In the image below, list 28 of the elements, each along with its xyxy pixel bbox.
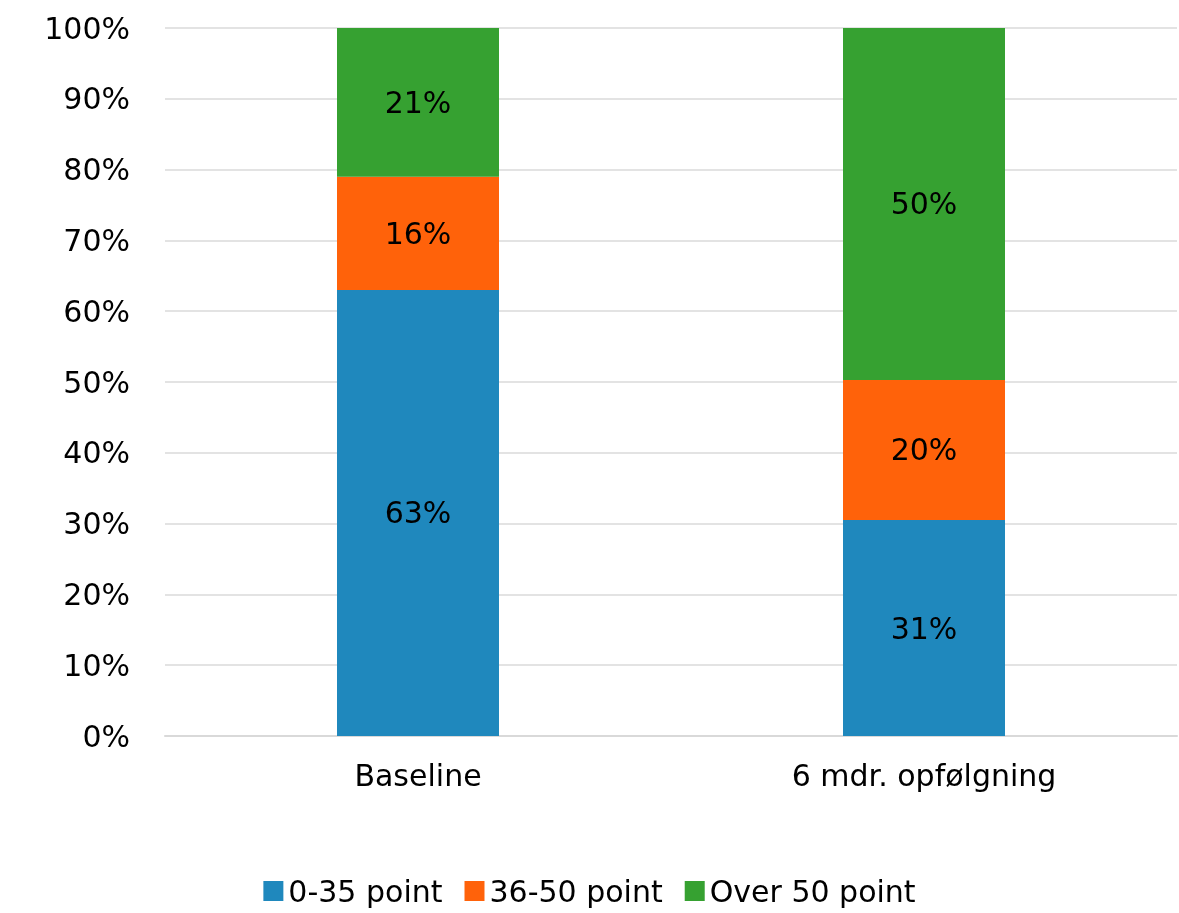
bar xyxy=(337,28,499,177)
bar xyxy=(337,289,499,736)
data-label: 21% xyxy=(384,84,452,120)
y-tick-label: 50% xyxy=(63,364,130,400)
bar xyxy=(843,379,1005,521)
y-tick-label: 0% xyxy=(82,718,130,754)
data-label: 50% xyxy=(890,186,958,222)
y-tick-label: 40% xyxy=(63,435,130,471)
x-tick-label: 6 mdr. opfølgning xyxy=(791,757,1057,793)
y-tick-label: 90% xyxy=(63,81,130,117)
y-tick-label: 30% xyxy=(63,506,130,542)
x-tick-label: Baseline xyxy=(354,757,482,793)
y-tick-label: 70% xyxy=(63,222,130,258)
data-label: 31% xyxy=(890,610,958,646)
bar xyxy=(843,520,1005,736)
data-label: 63% xyxy=(384,495,452,531)
y-tick-label: 10% xyxy=(63,647,130,683)
data-label: 20% xyxy=(890,432,958,468)
data-label: 16% xyxy=(384,215,452,251)
legend-label: Over 50 point xyxy=(709,873,916,909)
bar xyxy=(337,176,499,290)
y-tick-label: 20% xyxy=(63,576,130,612)
bar xyxy=(843,28,1005,380)
y-tick-label: 80% xyxy=(63,152,130,188)
legend-label: 36-50 point xyxy=(489,873,663,909)
y-tick-label: 60% xyxy=(63,293,130,329)
legend-label: 0-35 point xyxy=(288,873,443,909)
y-tick-label: 100% xyxy=(44,10,130,46)
